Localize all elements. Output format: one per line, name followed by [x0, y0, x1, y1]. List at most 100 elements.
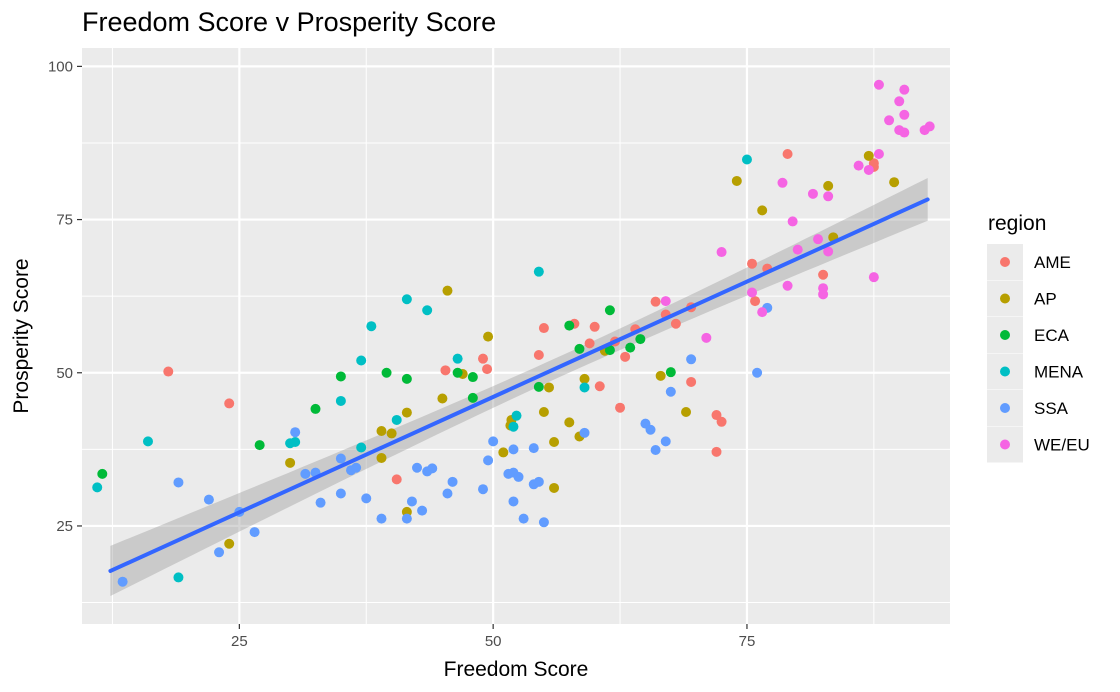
data-point	[757, 307, 768, 318]
data-point	[254, 440, 265, 451]
data-point	[508, 444, 519, 455]
data-point	[467, 392, 478, 403]
data-point	[422, 305, 433, 316]
data-point	[356, 355, 367, 366]
data-point	[620, 351, 631, 362]
data-point	[615, 402, 626, 413]
data-point	[401, 407, 412, 418]
data-point	[665, 367, 676, 378]
data-point	[731, 175, 742, 186]
data-point	[249, 527, 260, 538]
data-point	[173, 572, 184, 583]
data-point	[681, 406, 692, 417]
data-point	[401, 294, 412, 305]
data-point	[478, 353, 489, 364]
data-point	[391, 414, 402, 425]
data-point	[533, 476, 544, 487]
trend-line	[108, 197, 930, 573]
data-point	[686, 376, 697, 387]
data-point	[584, 338, 595, 349]
data-point	[711, 446, 722, 457]
data-point	[528, 443, 539, 454]
legend-label: WE/EU	[1034, 436, 1090, 455]
legend-title: region	[988, 212, 1046, 235]
data-point	[899, 109, 910, 120]
data-point	[807, 188, 818, 199]
data-point	[386, 428, 397, 439]
data-point	[564, 320, 575, 331]
y-tick-label: 75	[56, 212, 73, 229]
y-axis-ticks: 25 50 75 100	[48, 58, 82, 535]
legend-swatch	[1000, 330, 1010, 340]
data-point	[665, 386, 676, 397]
legend-label: AME	[1034, 253, 1071, 272]
data-point	[335, 453, 346, 464]
data-point	[376, 425, 387, 436]
data-point	[863, 150, 874, 161]
data-point	[290, 437, 301, 448]
data-point	[508, 496, 519, 507]
data-point	[483, 331, 494, 342]
data-point	[513, 471, 524, 482]
data-point	[351, 462, 362, 473]
x-tick-label: 50	[485, 633, 502, 650]
data-point	[356, 442, 367, 453]
chart-title: Freedom Score v Prosperity Score	[82, 7, 496, 37]
data-point	[285, 457, 296, 468]
y-tick-label: 50	[56, 365, 73, 382]
data-point	[757, 205, 768, 216]
data-point	[335, 488, 346, 499]
data-point	[366, 321, 377, 332]
data-point	[589, 321, 600, 332]
major-gridlines	[82, 48, 950, 624]
data-point	[650, 296, 661, 307]
x-tick-label: 75	[739, 633, 756, 650]
data-point	[488, 436, 499, 447]
data-point	[391, 474, 402, 485]
data-points-layer	[92, 79, 935, 587]
data-point	[417, 505, 428, 516]
data-point	[467, 372, 478, 383]
data-point	[381, 367, 392, 378]
data-point	[792, 244, 803, 255]
legend-label: AP	[1034, 290, 1057, 309]
legend-swatch	[1000, 257, 1010, 267]
data-point	[214, 547, 225, 558]
legend-label: MENA	[1034, 363, 1084, 382]
legend-swatch	[1000, 403, 1010, 413]
data-point	[660, 436, 671, 447]
data-point	[538, 406, 549, 417]
data-point	[511, 410, 522, 421]
data-point	[853, 160, 864, 171]
data-point	[899, 127, 910, 138]
data-point	[203, 494, 214, 505]
data-point	[117, 576, 128, 587]
data-point	[361, 493, 372, 504]
data-point	[142, 436, 153, 447]
data-point	[604, 345, 615, 356]
data-point	[543, 382, 554, 393]
data-point	[406, 496, 417, 507]
plot-panel	[82, 48, 950, 624]
data-point	[863, 164, 874, 175]
data-point	[533, 266, 544, 277]
data-point	[884, 115, 895, 126]
data-point	[660, 296, 671, 307]
data-point	[787, 216, 798, 227]
data-point	[335, 371, 346, 382]
legend: region AME AP ECA MENA SSA WE/EU	[987, 212, 1090, 463]
data-point	[290, 427, 301, 438]
data-point	[533, 381, 544, 392]
data-point	[483, 455, 494, 466]
data-point	[579, 382, 590, 393]
data-point	[782, 149, 793, 160]
data-point	[518, 513, 529, 524]
data-point	[533, 349, 544, 360]
legend-swatch	[1000, 293, 1010, 304]
data-point	[538, 517, 549, 528]
data-point	[452, 367, 463, 378]
data-point	[873, 79, 884, 90]
data-point	[752, 367, 763, 378]
data-point	[899, 84, 910, 95]
